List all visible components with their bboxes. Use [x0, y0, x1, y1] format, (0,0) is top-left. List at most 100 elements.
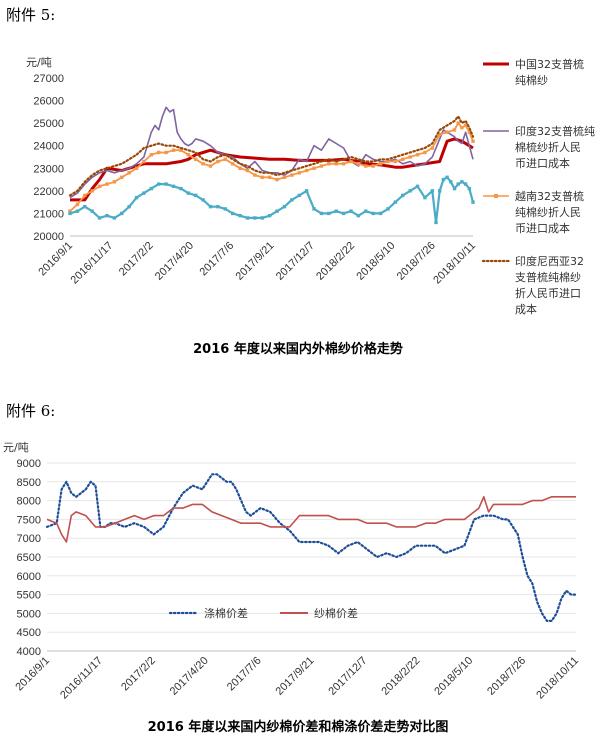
data-point [282, 175, 287, 180]
data-point [83, 204, 87, 209]
data-point [260, 216, 264, 220]
chart1-caption: 2016 年度以来国内外棉纱价格走势 [193, 342, 403, 357]
x-tick-label: 2017/7/6 [198, 240, 237, 279]
data-point [456, 182, 460, 186]
data-point [157, 150, 161, 155]
data-point [408, 155, 412, 159]
data-point [371, 164, 375, 168]
data-point [452, 186, 457, 191]
data-point [364, 209, 368, 213]
data-point [334, 162, 338, 166]
legend-label: 棉梳纱折人民 [515, 140, 581, 154]
data-point [460, 180, 464, 184]
series-line [45, 473, 578, 622]
data-point [97, 184, 102, 189]
data-point [471, 139, 475, 143]
legend-label: 币进口成本 [515, 221, 570, 235]
data-point [275, 209, 279, 213]
data-point [105, 213, 109, 218]
data-point [201, 198, 205, 202]
data-point [349, 209, 353, 213]
x-tick-label: 2018/5/10 [432, 655, 475, 698]
data-point [120, 211, 124, 216]
y-tick-label: 6500 [17, 552, 41, 564]
series-line [46, 496, 576, 543]
data-point [134, 166, 139, 170]
legend-label: 币进口成本 [515, 156, 570, 170]
x-tick-label: 2017/12/7 [274, 240, 317, 283]
data-point [463, 182, 468, 186]
data-point [171, 184, 176, 189]
y-tick-label: 27000 [33, 73, 64, 85]
data-point [467, 130, 472, 134]
data-point [319, 164, 324, 168]
data-point [120, 175, 124, 180]
data-point [445, 130, 449, 134]
data-point [282, 204, 287, 209]
data-point [112, 180, 117, 184]
data-point [245, 168, 250, 173]
x-tick-label: 2018/5/10 [354, 240, 397, 283]
data-point [208, 164, 213, 168]
data-point [460, 125, 464, 130]
y-tick-label: 25000 [33, 118, 64, 130]
legend-label: 折人民币进口 [515, 286, 581, 300]
y-tick-label: 7000 [17, 533, 41, 545]
data-point [371, 211, 375, 216]
y-tick-label: 26000 [33, 96, 64, 108]
data-point [356, 162, 361, 166]
data-point [253, 216, 257, 220]
data-point [467, 186, 472, 191]
x-tick-label: 2017/9/21 [274, 655, 317, 698]
data-point [312, 166, 316, 170]
data-point [238, 166, 242, 170]
legend-label: 纯棉纱 [515, 73, 548, 87]
data-point [267, 213, 272, 218]
legend-label: 纱棉价差 [314, 606, 358, 620]
data-point [245, 216, 250, 220]
data-point [364, 164, 368, 168]
y-unit-label: 元/吨 [3, 441, 29, 454]
legend-label: 中国32支普梳 [515, 57, 584, 71]
data-point [304, 168, 309, 173]
data-point [378, 211, 383, 216]
data-point [378, 162, 383, 166]
series-line [69, 176, 475, 224]
data-point [105, 182, 109, 186]
data-point [463, 123, 468, 128]
data-point [142, 159, 146, 164]
data-point [216, 204, 220, 209]
y-tick-label: 7500 [17, 514, 41, 526]
series-line [69, 122, 474, 212]
y-tick-label: 8000 [17, 496, 41, 508]
x-tick-label: 2016/9/1 [36, 240, 75, 279]
y-tick-label: 21000 [33, 208, 64, 220]
data-point [290, 198, 294, 202]
data-point [408, 189, 412, 193]
data-point [415, 184, 420, 189]
data-point [186, 191, 191, 195]
data-point [356, 213, 361, 218]
data-point [83, 193, 87, 198]
y-tick-label: 24000 [33, 141, 64, 153]
x-tick-label: 2017/2/2 [117, 240, 156, 279]
data-point [327, 211, 331, 216]
data-point [112, 216, 117, 220]
data-point [230, 211, 235, 216]
data-point [179, 148, 183, 152]
x-tick-label: 2017/7/6 [225, 655, 264, 694]
data-point [438, 189, 442, 193]
data-point [386, 207, 390, 211]
data-point [456, 121, 460, 125]
data-point [430, 146, 435, 150]
data-point [312, 207, 316, 211]
y-tick-label: 9000 [17, 458, 41, 470]
data-point [349, 159, 353, 164]
data-point [164, 182, 168, 186]
data-point [68, 209, 72, 213]
data-point [157, 182, 161, 186]
legend-label: 越南32支普梳 [515, 189, 584, 203]
data-point [452, 128, 457, 132]
data-point [449, 180, 453, 184]
data-point [423, 150, 427, 155]
